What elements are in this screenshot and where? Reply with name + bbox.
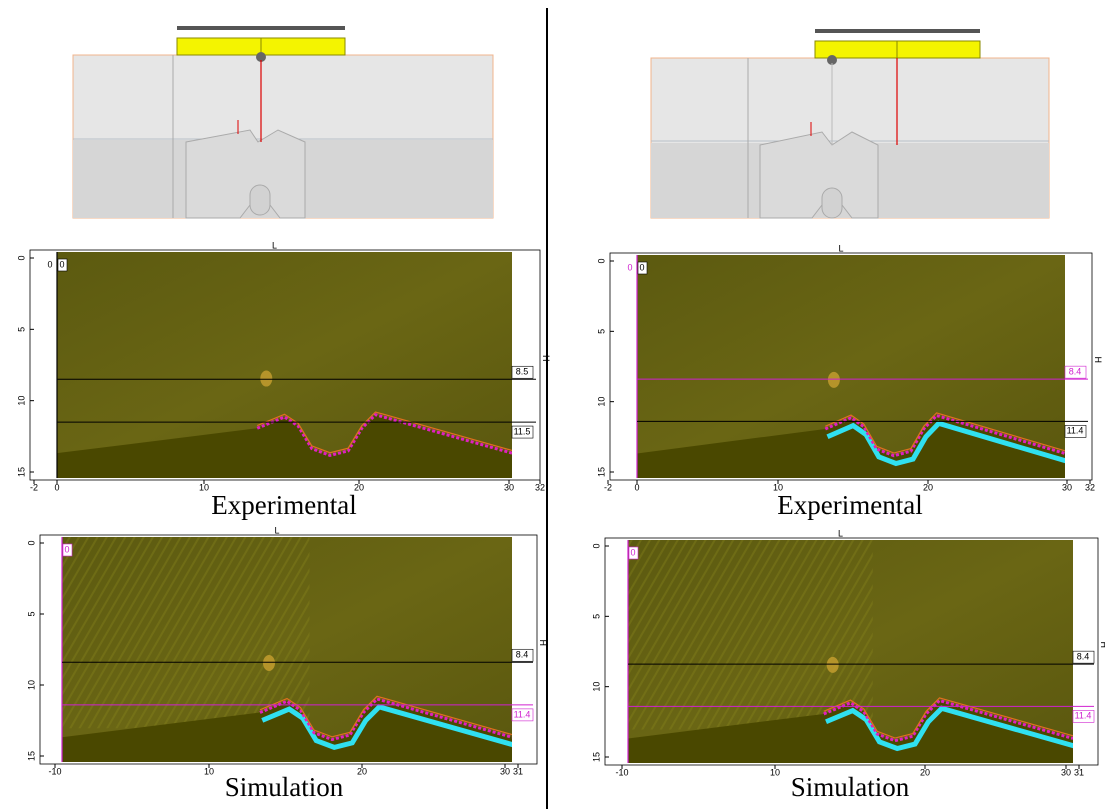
y-tick-label: 15 — [596, 467, 606, 477]
cursor-label: 8.4 — [516, 650, 529, 660]
scan-texture — [62, 537, 310, 728]
tip-echo — [827, 657, 839, 673]
corner-label: 0 — [630, 547, 635, 557]
tip-echo — [828, 372, 840, 388]
x-tick-label: 30 — [500, 766, 510, 776]
y-tick-label: 0 — [596, 258, 606, 263]
x-axis-label: L — [838, 243, 843, 253]
y-tick-label: 10 — [16, 396, 26, 406]
caption: Experimental — [777, 490, 922, 520]
x-tick-label: 30 — [504, 482, 514, 492]
y-tick-label: 5 — [596, 329, 606, 334]
y-axis-label: H — [538, 640, 548, 647]
x-tick-label: 10 — [770, 767, 780, 777]
x-tick-label: 20 — [920, 767, 930, 777]
caption: Experimental — [211, 490, 356, 520]
cursor-label: 11.5 — [514, 426, 531, 436]
cursor-label: 11.4 — [1067, 426, 1084, 436]
schematic-left — [73, 26, 493, 218]
y-tick-label: 0 — [591, 543, 601, 548]
y-tick-label: 10 — [596, 397, 606, 407]
x-tick-label: 31 — [513, 766, 523, 776]
x-axis-label: L — [274, 525, 279, 535]
x-tick-label: 10 — [204, 766, 214, 776]
schematic-right — [651, 29, 1049, 218]
x-tick-label: 32 — [1085, 482, 1095, 492]
x-tick-label: 30 — [1062, 482, 1072, 492]
x-tick-label: 30 — [1061, 767, 1071, 777]
caption: Simulation — [791, 772, 910, 802]
x-tick-label: 20 — [357, 766, 367, 776]
x-tick-label: -2 — [30, 482, 38, 492]
tip-echo — [260, 371, 272, 387]
x-axis-label: L — [838, 528, 843, 538]
scan-texture — [628, 540, 873, 730]
x-axis-label: L — [272, 240, 277, 250]
y-tick-label: 5 — [16, 327, 26, 332]
cursor-label: 8.5 — [516, 367, 529, 377]
y-axis-label: H — [541, 355, 551, 362]
right-strip — [512, 252, 537, 478]
figure: -2010203032051015LH008.511.5Experimental… — [0, 0, 1105, 809]
y-tick-label: 15 — [16, 467, 26, 477]
x-tick-label: -2 — [604, 482, 612, 492]
tip-echo — [263, 655, 275, 671]
corner-label: 0 — [627, 262, 632, 272]
y-axis-label: H — [1093, 357, 1103, 364]
cursor-label: 11.4 — [1075, 711, 1092, 721]
corner-label: 0 — [59, 259, 64, 269]
y-tick-label: 10 — [26, 680, 36, 690]
x-tick-label: 32 — [535, 482, 545, 492]
y-tick-label: 15 — [26, 751, 36, 761]
y-tick-label: 0 — [26, 540, 36, 545]
x-tick-label: 20 — [923, 482, 933, 492]
cursor-label: 11.4 — [514, 709, 531, 719]
cursor-label: 8.4 — [1069, 367, 1082, 377]
corner-label: 0 — [47, 259, 52, 269]
x-tick-label: -10 — [615, 767, 628, 777]
x-tick-label: 0 — [54, 482, 59, 492]
x-tick-label: -10 — [48, 766, 61, 776]
corner-label: 0 — [639, 262, 644, 272]
x-tick-label: 0 — [634, 482, 639, 492]
cursor-label: 8.4 — [1077, 652, 1090, 662]
y-tick-label: 15 — [591, 752, 601, 762]
caption: Simulation — [225, 772, 344, 802]
y-tick-label: 10 — [591, 682, 601, 692]
y-tick-label: 5 — [26, 611, 36, 616]
y-tick-label: 0 — [16, 255, 26, 260]
x-tick-label: 31 — [1074, 767, 1084, 777]
x-tick-label: 10 — [199, 482, 209, 492]
y-tick-label: 5 — [591, 614, 601, 619]
y-axis-label: H — [1099, 642, 1105, 649]
corner-label: 0 — [64, 544, 69, 554]
